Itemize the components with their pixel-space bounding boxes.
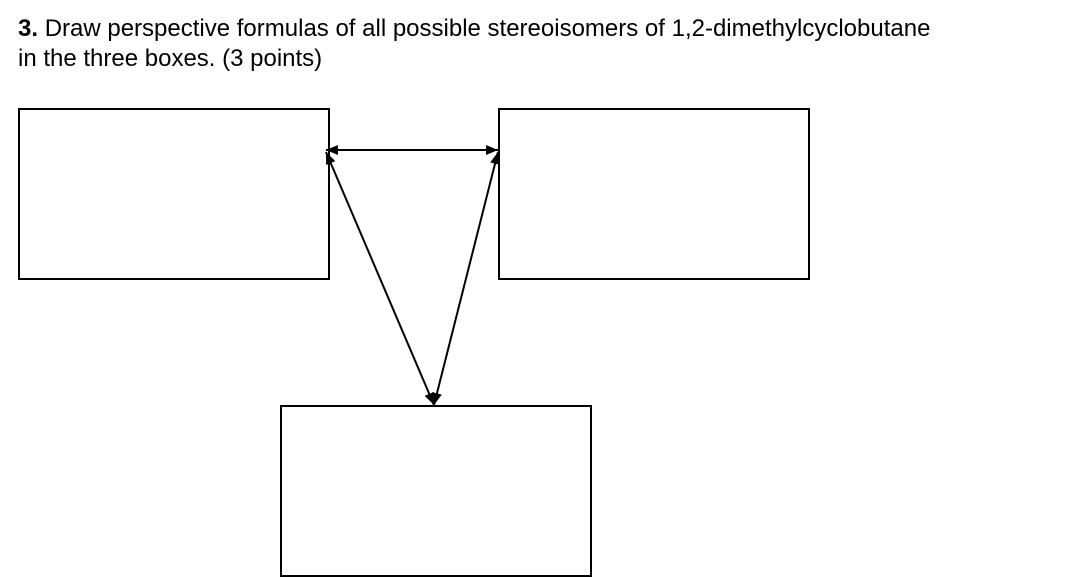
question-number: 3. bbox=[18, 15, 38, 42]
question-prompt-line1: Draw perspective formulas of all possibl… bbox=[45, 15, 931, 42]
answer-box-top-right bbox=[498, 108, 810, 280]
question-prompt-line2: in the three boxes. (3 points) bbox=[18, 45, 322, 72]
answer-box-top-left bbox=[18, 108, 330, 280]
answer-box-bottom bbox=[280, 405, 592, 577]
question-text: 3. Draw perspective formulas of all poss… bbox=[18, 14, 1038, 74]
